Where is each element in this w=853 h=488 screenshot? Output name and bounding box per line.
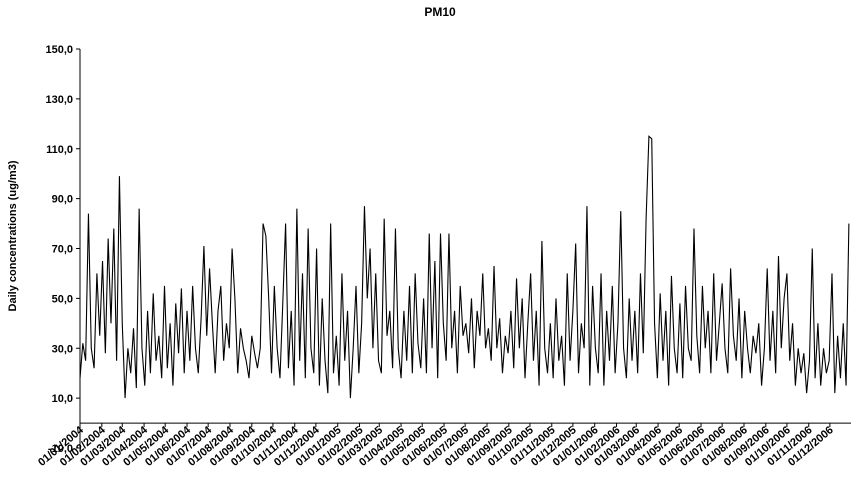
- data-line: [79, 135, 850, 399]
- y-tick-label: 10,0: [52, 393, 73, 405]
- chart-title: PM10: [424, 5, 456, 19]
- y-tick-label: 130,0: [45, 94, 73, 106]
- y-tick-label: 30,0: [52, 343, 73, 355]
- y-tick-label: 110,0: [46, 144, 73, 156]
- y-tick-label: 50,0: [52, 293, 73, 305]
- y-tick-label: 90,0: [52, 194, 73, 206]
- y-axis-label: Daily concentrations (ug/m3): [7, 160, 19, 311]
- y-tick-label: -10,0: [48, 443, 73, 455]
- y-tick-label: 150,0: [45, 44, 73, 56]
- y-tick-label: 70,0: [52, 244, 73, 256]
